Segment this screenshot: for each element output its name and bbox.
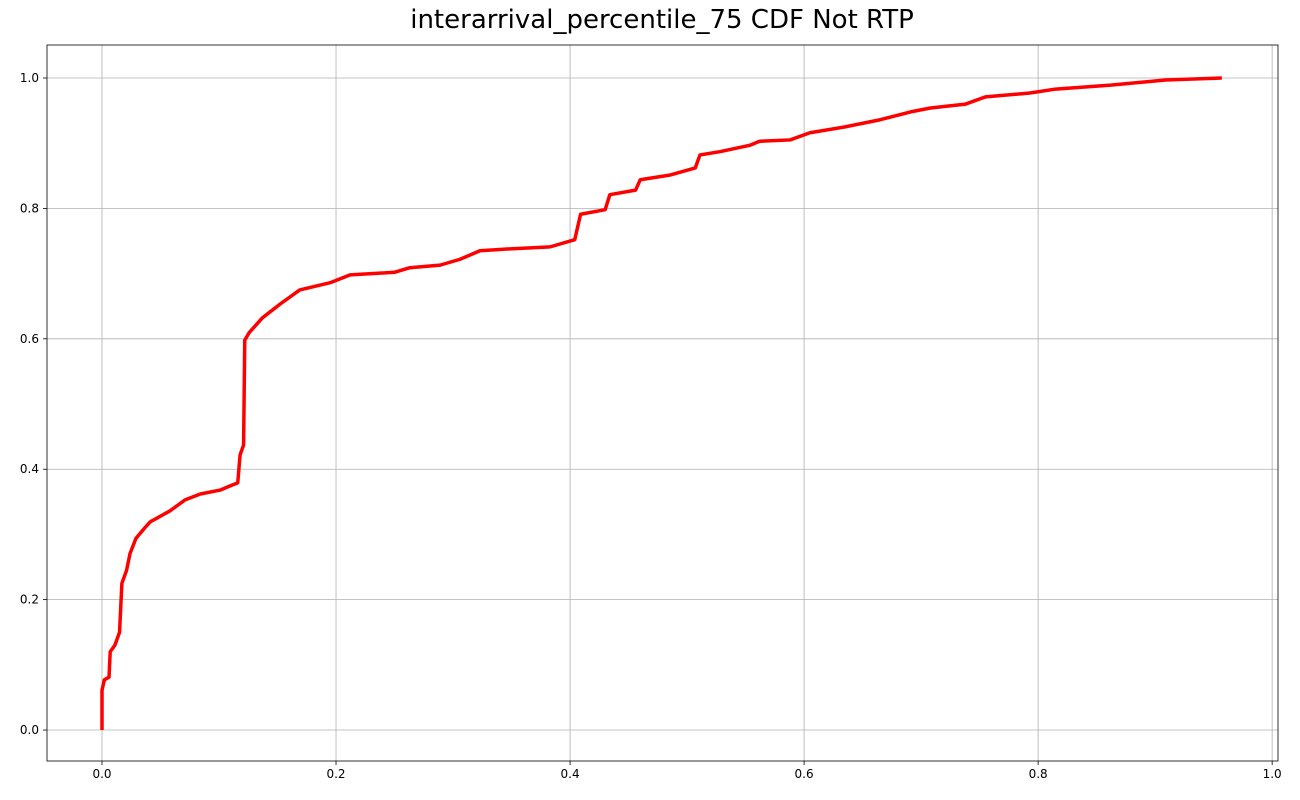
x-tick-label: 0.2 [326, 767, 345, 781]
x-tick-label: 0.8 [1029, 767, 1048, 781]
x-tick-label: 1.0 [1263, 767, 1282, 781]
y-tick-label: 1.0 [20, 71, 39, 85]
chart-title: interarrival_percentile_75 CDF Not RTP [410, 5, 914, 35]
x-tick-label: 0.4 [561, 767, 580, 781]
y-tick-label: 0.4 [20, 462, 39, 476]
cdf-line [100, 76, 1222, 731]
plot-frame [46, 44, 1279, 762]
y-tick-label: 0.6 [20, 332, 39, 346]
y-tick-label: 0.0 [20, 723, 39, 737]
x-tick-label: 0.6 [795, 767, 814, 781]
y-tick-label: 0.2 [20, 593, 39, 607]
y-tick-label: 0.8 [20, 201, 39, 215]
x-tick-label: 0.0 [92, 767, 111, 781]
